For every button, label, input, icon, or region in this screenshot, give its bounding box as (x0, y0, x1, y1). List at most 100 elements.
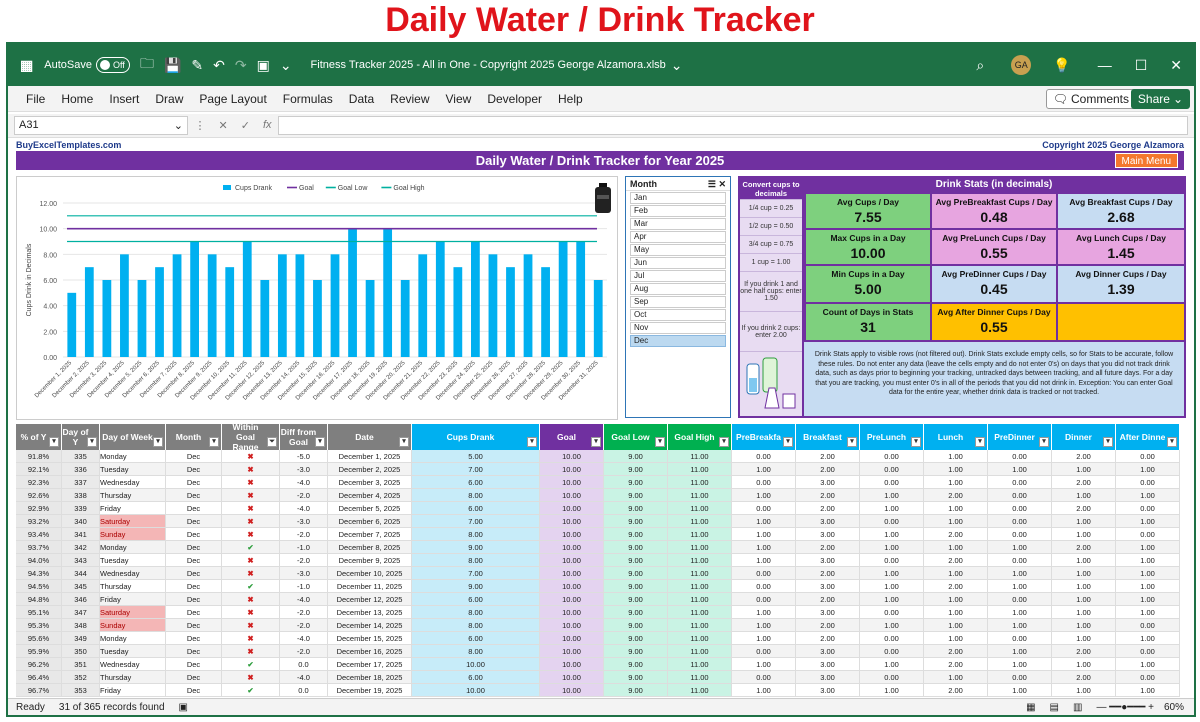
table-cell[interactable]: ✖ (222, 645, 280, 658)
table-cell[interactable]: 10.00 (540, 658, 604, 671)
table-cell[interactable]: 10.00 (540, 671, 604, 684)
table-cell[interactable]: 1.00 (732, 554, 796, 567)
table-cell[interactable]: 9.00 (604, 489, 668, 502)
table-cell[interactable]: Dec (166, 567, 222, 580)
table-cell[interactable]: 0.00 (1116, 619, 1180, 632)
table-cell[interactable]: December 11, 2025 (328, 580, 412, 593)
table-cell[interactable]: 1.00 (860, 541, 924, 554)
table-cell[interactable]: 9.00 (412, 580, 540, 593)
table-cell[interactable]: 1.00 (860, 593, 924, 606)
cups-chart[interactable]: 0.00 2.00 4.00 6.00 8.00 10.00 12.00 December 1… (16, 176, 618, 420)
table-cell[interactable]: Dec (166, 489, 222, 502)
table-cell[interactable]: December 16, 2025 (328, 645, 412, 658)
table-cell[interactable]: 0.00 (988, 593, 1052, 606)
table-cell[interactable]: Dec (166, 528, 222, 541)
table-cell[interactable]: 1.00 (1116, 632, 1180, 645)
table-cell[interactable]: 1.00 (924, 567, 988, 580)
table-cell[interactable]: 92.9% (16, 502, 62, 515)
table-cell[interactable]: 95.3% (16, 619, 62, 632)
table-cell[interactable]: 341 (62, 528, 100, 541)
slicer-item-sep[interactable]: Sep (630, 296, 726, 308)
site-link[interactable]: BuyExcelTemplates.com (16, 140, 122, 150)
table-cell[interactable]: 1.00 (1052, 567, 1116, 580)
table-cell[interactable]: 1.00 (732, 632, 796, 645)
slicer-item-dec[interactable]: Dec (630, 335, 726, 347)
slicer-item-jan[interactable]: Jan (630, 192, 726, 204)
table-cell[interactable]: 8.00 (412, 619, 540, 632)
table-cell[interactable]: 0.00 (988, 528, 1052, 541)
table-cell[interactable]: 1.00 (924, 632, 988, 645)
table-cell[interactable]: 336 (62, 463, 100, 476)
table-cell[interactable]: 10.00 (540, 489, 604, 502)
table-cell[interactable]: 9.00 (604, 502, 668, 515)
save-icon[interactable]: 💾 (163, 56, 182, 73)
table-cell[interactable]: 1.00 (1116, 489, 1180, 502)
table-cell[interactable]: 1.00 (1052, 515, 1116, 528)
table-cell[interactable]: 2.00 (924, 645, 988, 658)
filter-dropdown-icon[interactable]: ▾ (911, 437, 921, 447)
table-cell[interactable]: December 10, 2025 (328, 567, 412, 580)
table-cell[interactable]: 1.00 (924, 450, 988, 463)
table-cell[interactable]: Friday (100, 593, 166, 606)
table-cell[interactable]: 10.00 (540, 515, 604, 528)
table-cell[interactable]: Monday (100, 450, 166, 463)
table-cell[interactable]: 11.00 (668, 489, 732, 502)
table-cell[interactable]: 9.00 (604, 463, 668, 476)
column-header[interactable]: PreLunch ▾ (860, 424, 924, 450)
table-cell[interactable]: 2.00 (796, 593, 860, 606)
table-cell[interactable]: -4.0 (280, 632, 328, 645)
table-cell[interactable]: 0.00 (860, 463, 924, 476)
autosave-toggle[interactable]: Off (95, 57, 130, 73)
table-cell[interactable]: Dec (166, 658, 222, 671)
slicer-item-apr[interactable]: Apr (630, 231, 726, 243)
table-cell[interactable]: 11.00 (668, 593, 732, 606)
comments-button[interactable]: 🗨 Comments (1045, 89, 1136, 109)
column-header[interactable]: Within Goal Range ⏷ (222, 424, 280, 450)
table-cell[interactable]: 1.00 (1052, 489, 1116, 502)
table-cell[interactable]: 11.00 (668, 645, 732, 658)
table-cell[interactable]: 1.00 (1116, 593, 1180, 606)
table-cell[interactable]: 7.00 (412, 463, 540, 476)
multiselect-icon[interactable]: ☰ ✕ (707, 179, 726, 189)
month-slicer[interactable]: Month ☰ ✕ Jan Feb Mar Apr May Jun Jul Aug Sep Oct N… (625, 176, 731, 418)
table-cell[interactable]: December 3, 2025 (328, 476, 412, 489)
table-cell[interactable]: 10.00 (540, 528, 604, 541)
file-name[interactable]: Fitness Tracker 2025 - All in One - Copy… (310, 59, 666, 71)
table-cell[interactable]: ✖ (222, 593, 280, 606)
slicer-item-oct[interactable]: Oct (630, 309, 726, 321)
table-cell[interactable]: Dec (166, 541, 222, 554)
table-cell[interactable]: 1.00 (1052, 554, 1116, 567)
table-cell[interactable]: ✖ (222, 476, 280, 489)
table-cell[interactable]: 91.8% (16, 450, 62, 463)
table-cell[interactable]: 2.00 (1052, 476, 1116, 489)
table-cell[interactable]: 92.6% (16, 489, 62, 502)
table-cell[interactable]: 1.00 (988, 541, 1052, 554)
menu-view[interactable]: View (445, 91, 472, 106)
filter-dropdown-icon[interactable]: ▾ (49, 437, 59, 447)
table-cell[interactable]: Dec (166, 554, 222, 567)
filter-dropdown-icon[interactable]: ▾ (847, 437, 857, 447)
table-cell[interactable]: 1.00 (1052, 658, 1116, 671)
table-cell[interactable]: Tuesday (100, 463, 166, 476)
table-cell[interactable]: 9.00 (604, 476, 668, 489)
table-cell[interactable]: December 17, 2025 (328, 658, 412, 671)
maximize-icon[interactable]: ☐ (1134, 56, 1148, 73)
table-cell[interactable]: 10.00 (540, 463, 604, 476)
normal-view-icon[interactable]: ▦ (1026, 701, 1036, 713)
table-cell[interactable]: 1.00 (924, 502, 988, 515)
table-cell[interactable]: -3.0 (280, 515, 328, 528)
filter-dropdown-icon[interactable]: ▾ (975, 437, 985, 447)
table-cell[interactable]: 1.00 (860, 580, 924, 593)
table-cell[interactable]: 3.00 (796, 528, 860, 541)
table-cell[interactable]: 94.3% (16, 567, 62, 580)
table-cell[interactable]: 2.00 (796, 619, 860, 632)
table-cell[interactable]: 1.00 (732, 515, 796, 528)
filter-dropdown-icon[interactable]: ▾ (153, 437, 163, 447)
table-cell[interactable]: 1.00 (988, 684, 1052, 697)
table-cell[interactable]: 1.00 (1052, 684, 1116, 697)
table-cell[interactable]: 1.00 (732, 528, 796, 541)
table-cell[interactable]: 11.00 (668, 450, 732, 463)
table-cell[interactable]: 3.00 (796, 671, 860, 684)
table-cell[interactable]: 11.00 (668, 606, 732, 619)
table-cell[interactable]: 94.8% (16, 593, 62, 606)
